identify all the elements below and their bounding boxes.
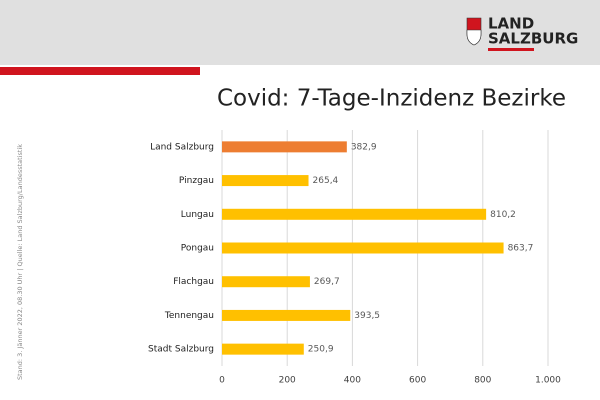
bar [222, 242, 504, 254]
value-label: 269,7 [314, 277, 340, 287]
y-tick-label: Flachgau [173, 277, 214, 287]
value-label: 393,5 [354, 311, 380, 321]
value-label: 265,4 [313, 176, 339, 186]
crest-lower [466, 29, 482, 46]
bar [222, 175, 309, 187]
y-tick-label: Tennengau [164, 311, 214, 321]
x-tick-label: 1.000 [535, 376, 561, 386]
bar [222, 208, 487, 220]
value-label: 250,9 [308, 345, 334, 355]
bar [222, 276, 310, 288]
logo: LAND SALZBURG [466, 15, 578, 51]
x-tick-label: 600 [409, 376, 426, 386]
bar [222, 343, 304, 355]
y-tick-label: Land Salzburg [150, 142, 214, 152]
value-label: 810,2 [490, 210, 516, 220]
accent-bar [0, 67, 200, 75]
x-tick-label: 800 [474, 376, 491, 386]
x-tick-label: 400 [344, 376, 361, 386]
y-tick-label: Stadt Salzburg [148, 345, 214, 355]
value-label: 382,9 [351, 142, 377, 152]
y-tick-label: Lungau [181, 210, 214, 220]
bar [222, 141, 347, 153]
logo-underline [488, 48, 534, 51]
side-note: Stand: 3. Jänner 2022, 08.30 Uhr | Quell… [16, 144, 24, 380]
y-tick-label: Pinzgau [179, 176, 214, 186]
logo-line1: LAND [488, 15, 534, 33]
x-tick-label: 200 [279, 376, 296, 386]
x-tick-label: 0 [219, 376, 225, 386]
chart-title: Covid: 7-Tage-Inzidenz Bezirke [217, 86, 566, 112]
value-label: 863,7 [508, 244, 534, 254]
header-band [0, 0, 600, 65]
logo-line2: SALZBURG [488, 30, 578, 48]
bar [222, 309, 351, 321]
y-tick-label: Pongau [181, 244, 214, 254]
